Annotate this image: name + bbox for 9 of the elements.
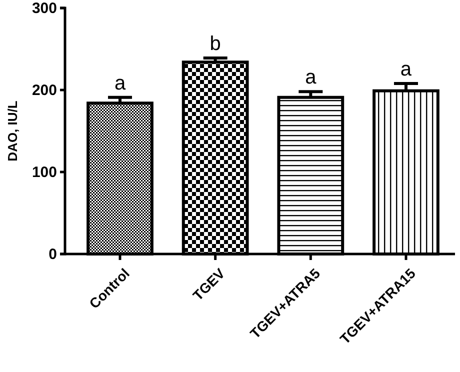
y-tick-label: 200	[32, 82, 57, 99]
annotation: a	[305, 66, 318, 89]
y-axis-title: DAO, IU/L	[5, 100, 20, 162]
y-tick-label: 300	[32, 0, 57, 17]
annotation: a	[114, 72, 126, 94]
annotation: a	[400, 58, 412, 80]
annotation: b	[210, 33, 221, 56]
y-tick-label: 0	[48, 246, 57, 263]
y-tick-label: 100	[32, 164, 57, 181]
